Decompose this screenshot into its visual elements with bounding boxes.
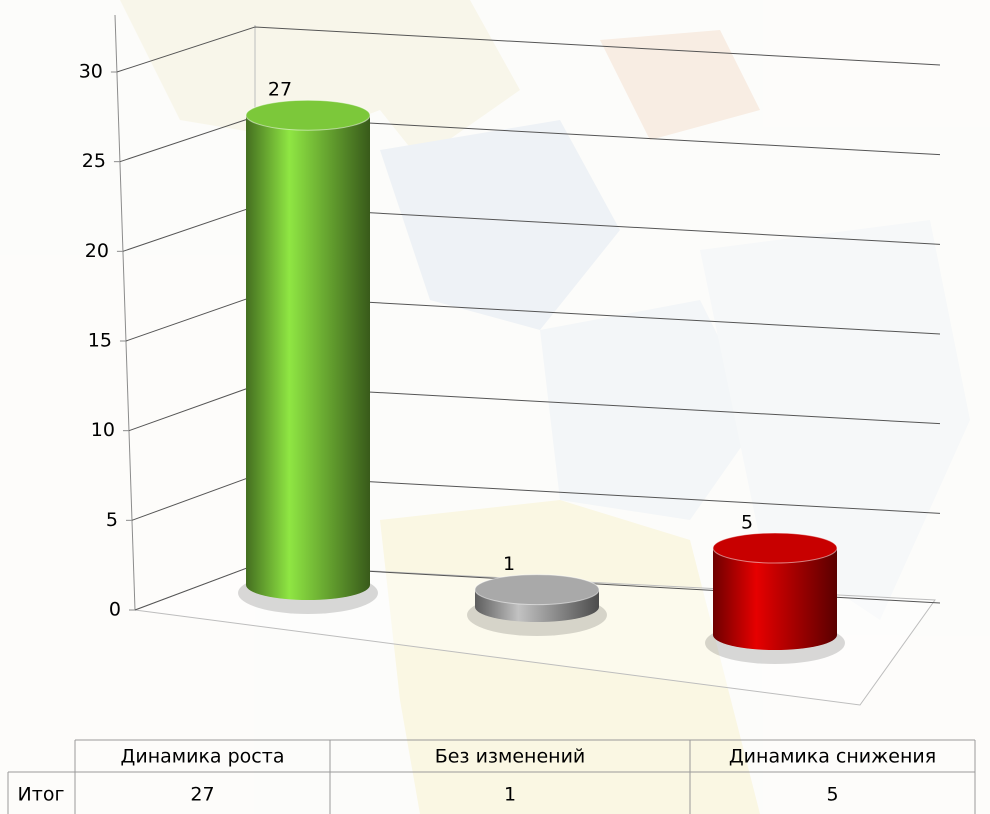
table-value: 1 — [504, 784, 516, 806]
table-row-label: Итог — [18, 784, 65, 806]
bar-top — [474, 574, 600, 606]
y-tick-label: 0 — [109, 599, 121, 621]
y-axis — [114, 14, 136, 611]
bar — [246, 115, 370, 600]
value-label: 5 — [741, 512, 753, 534]
y-tick-label: 25 — [82, 150, 106, 172]
data-table — [7, 739, 976, 814]
y-tick-label: 20 — [85, 240, 109, 262]
value-label: 27 — [268, 79, 292, 101]
bar-top — [712, 532, 838, 564]
y-tick-label: 30 — [79, 61, 103, 83]
y-tick-label: 5 — [106, 509, 118, 531]
bar-top — [245, 99, 371, 131]
table-value: 5 — [826, 784, 838, 806]
table-header: Динамика роста — [121, 746, 285, 768]
value-label: 1 — [503, 553, 515, 575]
table-header: Динамика снижения — [729, 746, 936, 768]
bar — [713, 548, 837, 650]
y-tick-label: 10 — [91, 419, 115, 441]
grid-line — [116, 26, 941, 73]
table-value: 27 — [190, 784, 214, 806]
y-tick-label: 15 — [88, 330, 112, 352]
table-header: Без изменений — [435, 746, 586, 768]
